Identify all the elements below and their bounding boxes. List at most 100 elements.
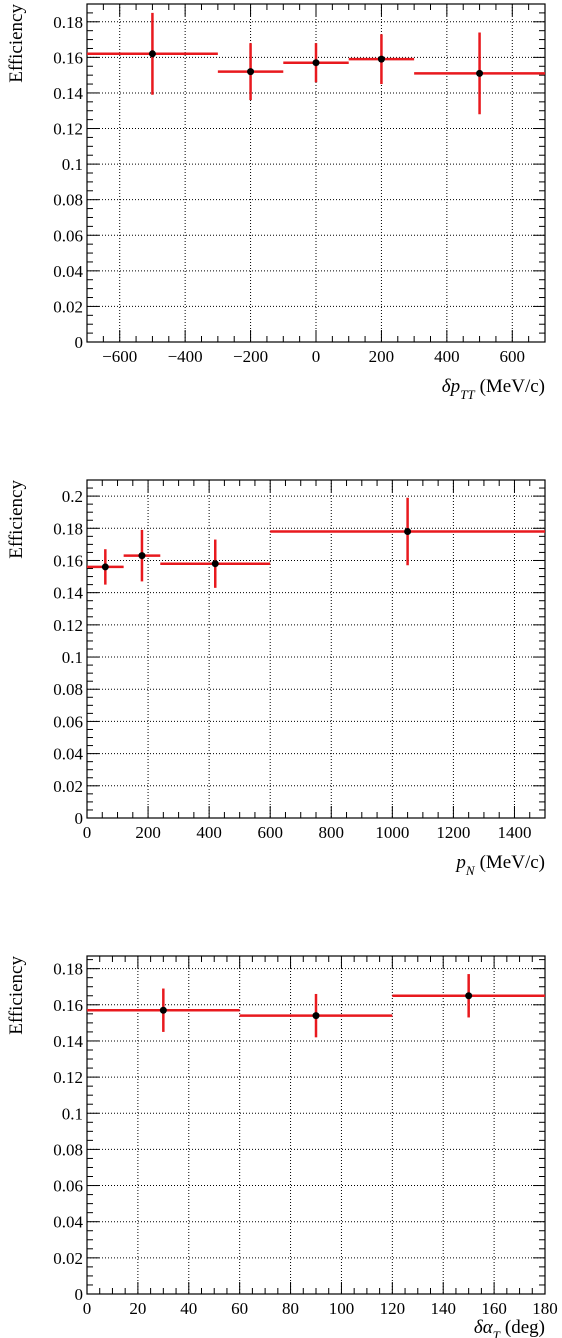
x-tick-label: 800	[319, 823, 345, 842]
y-tick-label: 0	[75, 1285, 84, 1304]
y-tick-label: 0.06	[53, 712, 83, 731]
x-tick-label: 1200	[436, 823, 470, 842]
y-tick-label: 0.02	[53, 297, 83, 316]
y-tick-label: 0.04	[53, 745, 83, 764]
data-point	[348, 34, 415, 85]
x-tick-label: 140	[430, 1299, 456, 1318]
y-tick-label: 0.02	[53, 1249, 83, 1268]
efficiency-vs-dalphaT-chart: 0 20 40 60 80 100 120 140 160 180 0 0.02 0.04 0.06 0.0…	[6, 955, 558, 1338]
efficiency-vs-dalphaT-panel: 0 20 40 60 80 100 120 140 160 180 0 0.02 0.04 0.06 0.0…	[0, 935, 562, 1338]
x-tick-label: −600	[102, 347, 137, 366]
data-marker	[148, 50, 156, 58]
y-tick-label: 0.16	[53, 551, 83, 570]
x-tick-label: 120	[380, 1299, 406, 1318]
data-marker	[476, 69, 484, 77]
data-marker	[211, 560, 219, 568]
y-tick-label: 0	[75, 333, 84, 352]
x-axis-unit: (deg)	[505, 1317, 545, 1338]
y-axis-title: Efficiency	[6, 956, 27, 1035]
y-tick-label: 0.08	[53, 680, 83, 699]
data-point	[87, 12, 218, 95]
data-point	[87, 549, 124, 585]
x-axis-symbol: p	[454, 852, 466, 873]
data-marker	[101, 563, 109, 571]
x-axis-title: δpTT (MeV/c)	[442, 376, 545, 400]
y-tick-label: 0.04	[53, 262, 83, 281]
y-tick-label: 0	[75, 809, 84, 828]
x-tick-label: 60	[231, 1299, 248, 1318]
efficiency-vs-pN-chart: 0 200 400 600 800 1000 1200 1400 0 0.02 0.04 0.06 0.…	[6, 479, 546, 878]
x-axis-unit: (MeV/c)	[480, 852, 545, 873]
data-marker	[377, 55, 385, 63]
data-marker	[247, 68, 255, 76]
y-tick-label: 0.1	[62, 1104, 83, 1123]
y-tick-label: 0.2	[62, 487, 83, 506]
x-axis-title: pN (MeV/c)	[454, 852, 545, 878]
data-marker	[312, 59, 320, 67]
x-tick-label: 400	[196, 823, 222, 842]
y-tick-label: 0.18	[53, 519, 83, 538]
data-marker	[138, 552, 146, 560]
x-tick-label: 0	[83, 1299, 92, 1318]
efficiency-vs-pN-panel: 0 200 400 600 800 1000 1200 1400 0 0.02 0.04 0.06 0.…	[0, 450, 562, 890]
data-point	[414, 32, 545, 115]
y-tick-label: 0.02	[53, 777, 83, 796]
y-tick-label: 0.1	[62, 155, 83, 174]
y-axis-title: Efficiency	[6, 4, 27, 83]
x-tick-label: −200	[233, 347, 268, 366]
data-point	[160, 539, 271, 588]
x-tick-label: 80	[282, 1299, 299, 1318]
y-tick-label: 0.12	[53, 120, 83, 139]
data-marker	[159, 1006, 167, 1014]
data-point	[239, 993, 393, 1038]
y-tick-label: 0.14	[53, 1032, 83, 1051]
data-point	[392, 974, 545, 1018]
data-marker	[312, 1012, 320, 1020]
x-axis-unit: (MeV/c)	[480, 376, 545, 397]
x-tick-label: 1400	[497, 823, 531, 842]
y-tick-label: 0.14	[53, 584, 83, 603]
x-tick-label: 200	[369, 347, 395, 366]
data-marker	[465, 992, 473, 1000]
y-tick-label: 0.04	[53, 1213, 83, 1232]
y-tick-label: 0.12	[53, 616, 83, 635]
x-tick-label: 600	[500, 347, 526, 366]
efficiency-vs-dpTT-panel: −600 −400 −200 0 200 400 600 0 0.02 0.04 0.06 0.08 0…	[0, 0, 562, 400]
y-tick-label: 0.08	[53, 191, 83, 210]
x-tick-label: 200	[135, 823, 161, 842]
x-axis-symbol: δα	[474, 1317, 494, 1338]
x-tick-label: 20	[129, 1299, 146, 1318]
y-tick-label: 0.1	[62, 648, 83, 667]
data-point	[123, 529, 161, 582]
x-axis-subscript: N	[465, 863, 476, 878]
x-tick-label: 400	[434, 347, 460, 366]
efficiency-vs-dpTT-chart: −600 −400 −200 0 200 400 600 0 0.02 0.04 0.06 0.08 0…	[6, 3, 546, 400]
y-tick-label: 0.06	[53, 226, 83, 245]
y-tick-label: 0.16	[53, 48, 83, 67]
x-tick-label: 1000	[375, 823, 409, 842]
data-point	[283, 43, 349, 83]
x-tick-label: 40	[180, 1299, 197, 1318]
x-axis-symbol: δp	[442, 376, 460, 397]
x-tick-label: 180	[532, 1299, 558, 1318]
x-tick-label: 100	[329, 1299, 355, 1318]
data-point	[270, 497, 545, 566]
data-marker	[404, 528, 412, 536]
x-axis-subscript: T	[493, 1328, 501, 1338]
data-point	[87, 988, 240, 1032]
y-tick-label: 0.14	[53, 84, 83, 103]
x-axis-subscript: TT	[460, 387, 475, 400]
x-tick-label: 160	[481, 1299, 507, 1318]
x-tick-label: −400	[168, 347, 203, 366]
y-tick-label: 0.18	[53, 13, 83, 32]
x-tick-label: 600	[257, 823, 283, 842]
x-tick-label: 0	[312, 347, 321, 366]
y-tick-label: 0.16	[53, 996, 83, 1015]
y-tick-label: 0.12	[53, 1068, 83, 1087]
y-tick-label: 0.08	[53, 1140, 83, 1159]
y-axis-title: Efficiency	[6, 480, 27, 559]
y-tick-label: 0.18	[53, 960, 83, 979]
data-point	[217, 43, 284, 101]
y-tick-label: 0.06	[53, 1177, 83, 1196]
x-axis-title: δαT (deg)	[474, 1317, 545, 1338]
